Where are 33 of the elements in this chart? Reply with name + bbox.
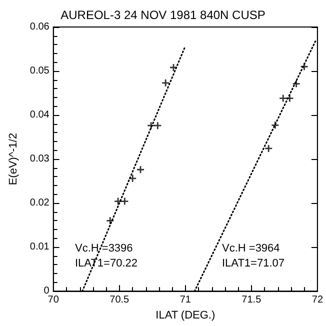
x-tick-label: 72 (312, 294, 324, 306)
y-axis-title: E(eV)^-1/2 (8, 132, 20, 186)
annotation: Vc.H =3396 (75, 242, 133, 254)
point (280, 94, 287, 102)
x-axis-title: ILAT (DEG.) (156, 310, 216, 322)
point (292, 80, 300, 88)
annotation: ILAT1=71.07 (222, 258, 284, 270)
point (154, 122, 162, 130)
point (114, 198, 122, 205)
point (162, 79, 170, 86)
annotation: Vc.H =3964 (222, 242, 280, 254)
y-tick-label: 0.02 (30, 198, 50, 209)
chart-title: AUREOL-3 24 NOV 1981 840N CUSP (60, 8, 266, 22)
point (272, 122, 279, 129)
y-tick-label: 0.01 (30, 242, 50, 253)
y-tick-label: 0.04 (30, 110, 50, 121)
x-tick-label: 71 (180, 294, 192, 306)
x-tick-label: 70 (48, 294, 60, 306)
y-tick-label: 0.03 (30, 154, 50, 165)
x-tick-label: 71.5 (242, 294, 262, 306)
point (106, 217, 114, 224)
point (137, 166, 144, 174)
point (265, 144, 272, 152)
point (148, 122, 155, 130)
y-tick-label: 0 (44, 286, 50, 297)
point (286, 94, 294, 102)
point (129, 174, 136, 182)
annotation: ILAT1=70.22 (75, 258, 138, 270)
y-tick-label: 0.06 (30, 22, 50, 32)
y-tick-label: 0.05 (30, 66, 50, 77)
x-tick-label: 70.5 (110, 294, 130, 306)
point (121, 198, 128, 205)
point (300, 63, 308, 70)
